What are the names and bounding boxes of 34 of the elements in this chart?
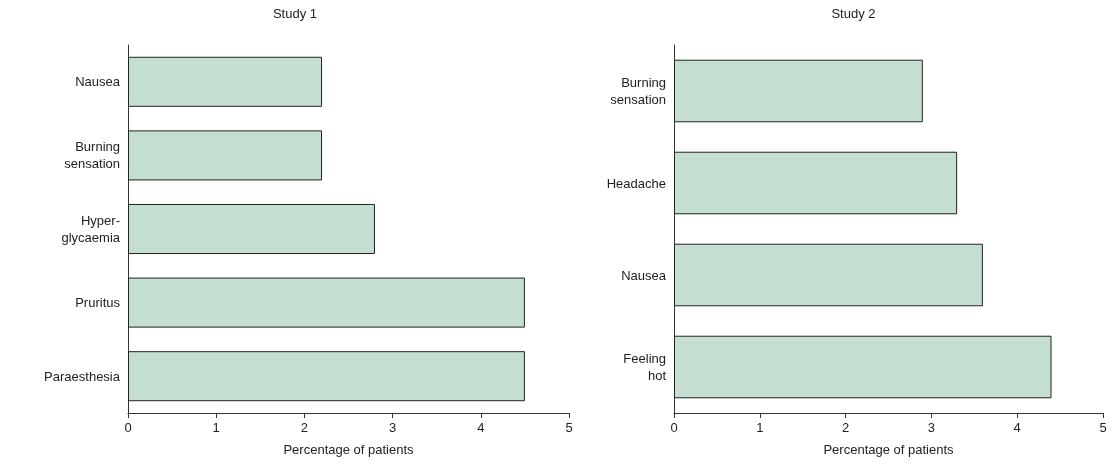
y-tick-label: Nausea xyxy=(75,74,121,90)
y-tick-label: Burning sensation xyxy=(610,75,666,107)
x-tick-label: 1 xyxy=(756,420,764,435)
chart-title: Study 2 xyxy=(831,6,876,21)
bar xyxy=(128,351,525,402)
x-tick-label: 1 xyxy=(212,420,220,435)
bar xyxy=(128,130,323,181)
x-tick-label: 2 xyxy=(300,420,309,435)
x-tick-label: 0 xyxy=(124,420,132,435)
bar xyxy=(674,59,923,123)
bar xyxy=(128,203,375,255)
y-tick-label: Burning sensation xyxy=(64,139,120,172)
x-tick-label: 2 xyxy=(841,420,850,435)
bar xyxy=(674,243,983,307)
bar xyxy=(674,335,1052,399)
bar xyxy=(128,56,323,107)
x-axis-title: Percentage of patients xyxy=(283,442,415,457)
y-tick-label: Headache xyxy=(606,175,666,191)
y-tick-label: Nausea xyxy=(621,267,667,283)
x-tick-label: 5 xyxy=(565,420,573,435)
x-tick-label: 5 xyxy=(1099,420,1107,435)
y-tick-label: Paraesthesia xyxy=(44,368,121,384)
x-tick-label: 4 xyxy=(477,420,485,435)
x-tick-label: 0 xyxy=(670,420,678,435)
y-tick-label: Pruritus xyxy=(75,295,121,311)
bar xyxy=(674,151,958,215)
x-tick-label: 3 xyxy=(927,420,936,435)
y-tick-label: Hyper- glycaemia xyxy=(61,213,121,245)
x-tick-label: 4 xyxy=(1013,420,1021,435)
y-tick-label: Feeling hot xyxy=(623,351,667,383)
chart-title: Study 1 xyxy=(272,6,318,21)
x-tick-label: 3 xyxy=(388,420,397,435)
bar xyxy=(128,277,525,328)
x-axis-title: Percentage of patients xyxy=(823,442,955,457)
